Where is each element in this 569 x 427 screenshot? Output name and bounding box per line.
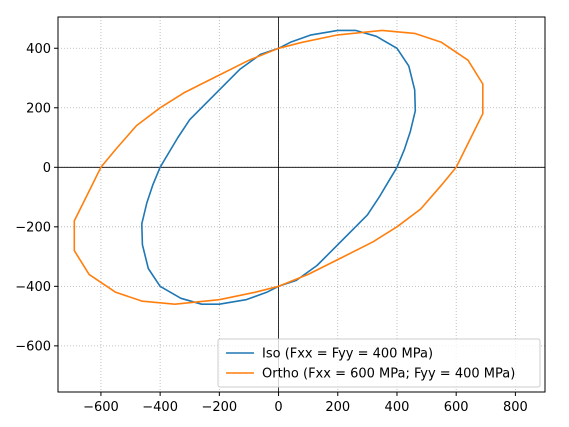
series-layer [73,29,484,306]
y-tick-label: −600 [15,339,51,354]
y-tick-label: −200 [15,220,51,235]
y-tick-label: −400 [15,280,51,295]
plot-frame [57,16,546,393]
x-axis-ticks: −600 −400 −200 0 200 400 600 800 [83,392,528,415]
y-tick-label: 400 [26,42,51,57]
legend-label-ortho: Ortho (Fxx = 600 MPa; Fyy = 400 MPa) [262,367,515,382]
x-tick-label: 400 [385,400,410,415]
x-tick-label: 0 [274,400,282,415]
y-tick-label: 0 [43,161,51,176]
x-tick-label: −400 [142,400,178,415]
x-tick-label: 600 [444,400,469,415]
x-tick-label: −600 [83,400,119,415]
y-tick-label: 200 [26,101,51,116]
legend-label-iso: Iso (Fxx = Fyy = 400 MPa) [262,347,433,362]
legend-box [217,338,541,388]
y-axis-ticks: −600 −400 −200 0 200 400 [15,42,58,354]
origin-axes [58,17,545,392]
x-tick-label: 200 [325,400,350,415]
x-tick-label: −200 [201,400,237,415]
series-line-1 [73,29,484,306]
legend: Iso (Fxx = Fyy = 400 MPa) Ortho (Fxx = 6… [217,338,541,388]
x-tick-label: 800 [503,400,528,415]
